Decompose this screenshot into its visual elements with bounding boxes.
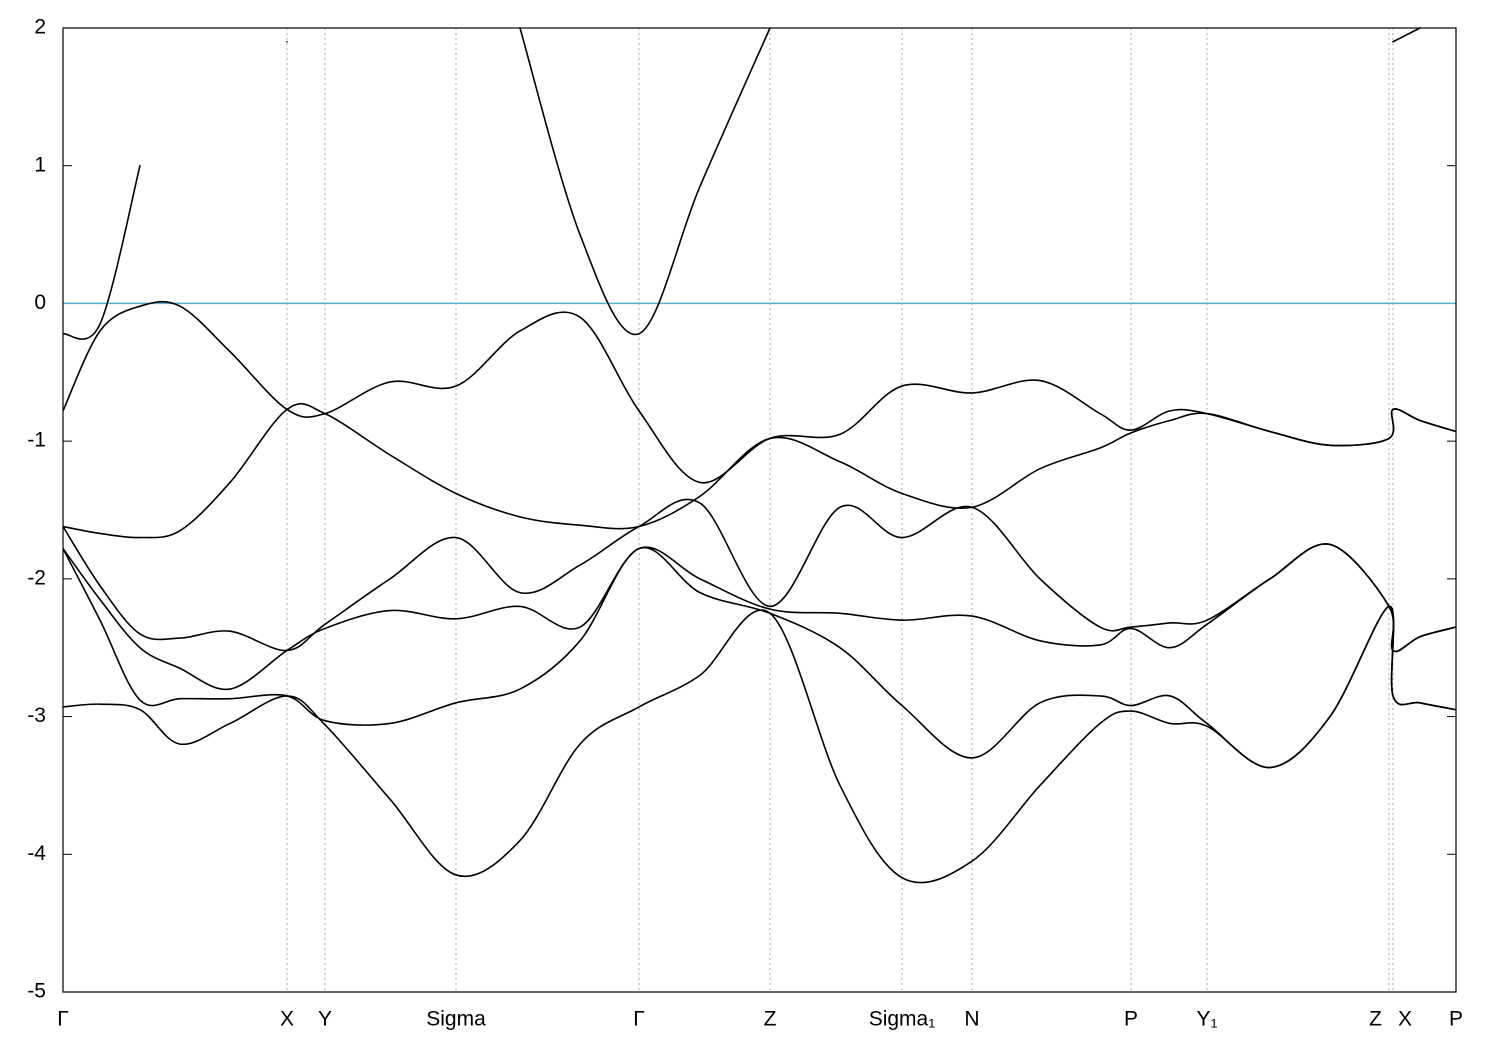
band-line — [63, 498, 1456, 653]
y-tick-label: -1 — [27, 429, 46, 452]
y-tick-label: -2 — [27, 566, 46, 589]
x-tick-label: P — [1124, 1008, 1138, 1031]
x-tick-label: Sigma₁ — [869, 1008, 936, 1031]
x-tick-label: Y — [318, 1008, 332, 1031]
x-tick-label: Z — [1369, 1008, 1382, 1031]
x-tick-label: Z — [764, 1008, 777, 1031]
plot-area — [63, 27, 1456, 884]
y-tick-label: 1 — [34, 153, 46, 176]
x-tick-label: Y₁ — [1196, 1008, 1217, 1031]
band-line — [63, 27, 1421, 340]
y-tick-label: -4 — [27, 842, 46, 865]
y-tick-label: 0 — [34, 291, 46, 314]
y-tick-label: -3 — [27, 704, 46, 727]
x-tick-label: X — [1398, 1008, 1412, 1031]
x-tick-label: Sigma — [426, 1008, 486, 1031]
band-line — [63, 300, 1456, 484]
plot-frame — [62, 27, 1457, 993]
y-tick-label: -5 — [27, 980, 46, 1003]
x-tick-label: Γ — [633, 1008, 645, 1031]
y-tick-label: 2 — [34, 16, 46, 39]
x-tick-label: N — [964, 1008, 979, 1031]
x-tick-label: P — [1449, 1008, 1463, 1031]
x-tick-label: Γ — [57, 1008, 69, 1031]
x-tick-label: X — [280, 1008, 294, 1031]
band-line — [63, 546, 1456, 769]
